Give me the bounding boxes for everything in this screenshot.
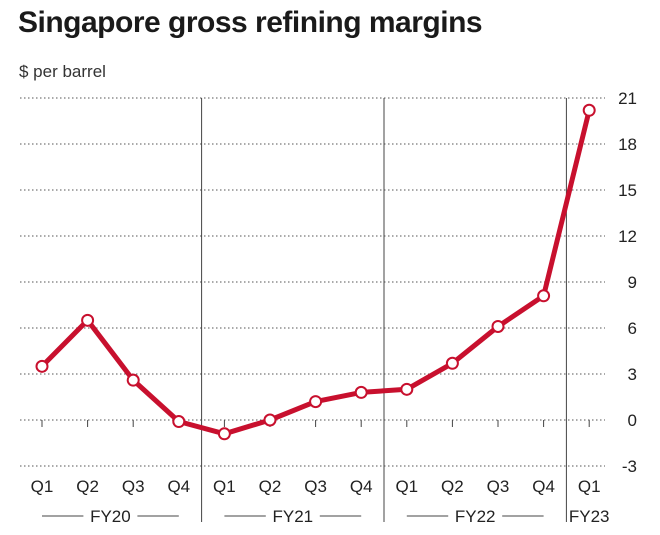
data-point	[445, 356, 459, 370]
data-points	[35, 103, 596, 441]
data-point	[354, 385, 368, 399]
y-tick-labels: -3 0 3 6 9 12 15 18 21	[618, 89, 637, 476]
y-tick-label: 12	[618, 227, 637, 246]
x-category-label: Q3	[487, 477, 510, 496]
x-category-label: Q1	[213, 477, 236, 496]
data-point	[81, 313, 95, 327]
fiscal-year-label: FY21	[272, 507, 313, 526]
fiscal-year-label: FY20	[90, 507, 131, 526]
y-tick-label: 21	[618, 89, 637, 108]
x-category-label: Q4	[532, 477, 555, 496]
data-point	[309, 395, 323, 409]
data-point	[263, 413, 277, 427]
fiscal-year-labels: FY20 FY21 FY22 FY23	[42, 507, 610, 526]
x-category-label: Q4	[350, 477, 373, 496]
data-point	[126, 373, 140, 387]
x-category-label: Q3	[122, 477, 145, 496]
x-category-label: Q3	[304, 477, 327, 496]
chart-title: Singapore gross refining margins	[18, 6, 483, 39]
y-tick-label: 3	[628, 365, 637, 384]
year-separators	[201, 98, 567, 522]
y-tick-label: 6	[628, 319, 637, 338]
y-tick-label: -3	[622, 457, 637, 476]
x-category-label: Q2	[441, 477, 464, 496]
y-tick-label: 9	[628, 273, 637, 292]
fiscal-year-label: FY23	[569, 507, 610, 526]
x-category-labels: Q1 Q2 Q3 Q4 Q1 Q2 Q3 Q4 Q1 Q2 Q3 Q4 Q1	[31, 477, 601, 496]
y-tick-label: 0	[628, 411, 637, 430]
x-category-label: Q1	[31, 477, 54, 496]
y-tick-label: 18	[618, 135, 637, 154]
data-point	[35, 359, 49, 373]
series-line-path	[39, 107, 592, 437]
grid-lines	[20, 97, 605, 467]
data-point	[400, 382, 414, 396]
x-category-label: Q1	[578, 477, 601, 496]
data-point	[217, 427, 231, 441]
y-tick-label: 15	[618, 181, 637, 200]
x-category-label: Q4	[167, 477, 190, 496]
series-line	[39, 107, 592, 437]
data-point	[491, 319, 505, 333]
data-point	[582, 103, 596, 117]
fiscal-year-label: FY22	[455, 507, 496, 526]
x-category-label: Q2	[259, 477, 282, 496]
data-point	[537, 289, 551, 303]
y-axis-unit-label: $ per barrel	[19, 62, 106, 81]
data-point	[172, 415, 186, 429]
x-category-label: Q2	[76, 477, 99, 496]
x-category-label: Q1	[395, 477, 418, 496]
